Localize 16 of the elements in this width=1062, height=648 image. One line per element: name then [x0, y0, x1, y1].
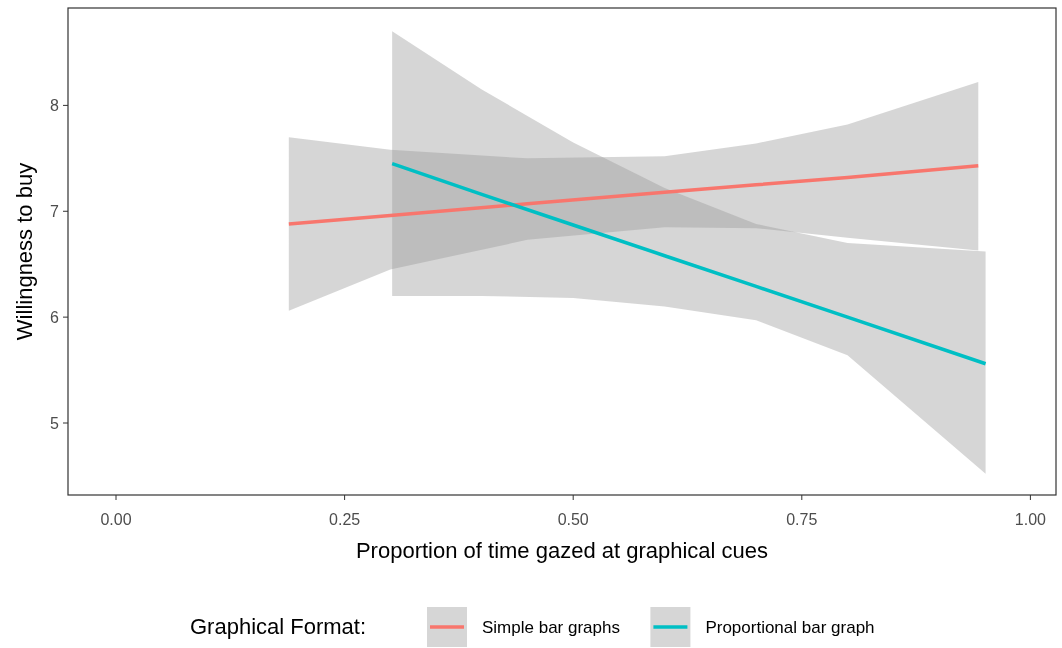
line-series: [390, 161, 988, 366]
y-tick-label: 5: [50, 415, 60, 433]
y-axis-title: Willingness to buy: [12, 162, 37, 341]
y-tick-label: 7: [50, 203, 60, 221]
x-tick-label: 0.75: [786, 511, 818, 528]
x-tick-label: 1.00: [1014, 511, 1047, 528]
x-tick-label: 0.50: [557, 511, 589, 528]
x-tick-label: 0.00: [100, 511, 132, 528]
x-axis-title: Proportion of time gazed at graphical cues: [355, 538, 769, 563]
legend-title: Graphical Format:: [190, 614, 367, 639]
legend-label: Simple bar graphs: [482, 618, 620, 637]
y-tick-label: 8: [50, 97, 60, 115]
x-tick-label: 0.25: [329, 511, 361, 528]
legend-label: Proportional bar graph: [705, 618, 875, 637]
line-series: [287, 164, 981, 226]
y-tick-label: 6: [50, 309, 60, 327]
